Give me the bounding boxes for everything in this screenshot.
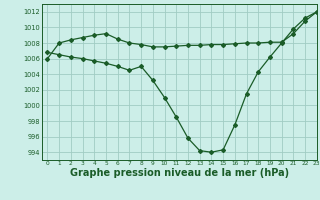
X-axis label: Graphe pression niveau de la mer (hPa): Graphe pression niveau de la mer (hPa) — [70, 168, 289, 178]
